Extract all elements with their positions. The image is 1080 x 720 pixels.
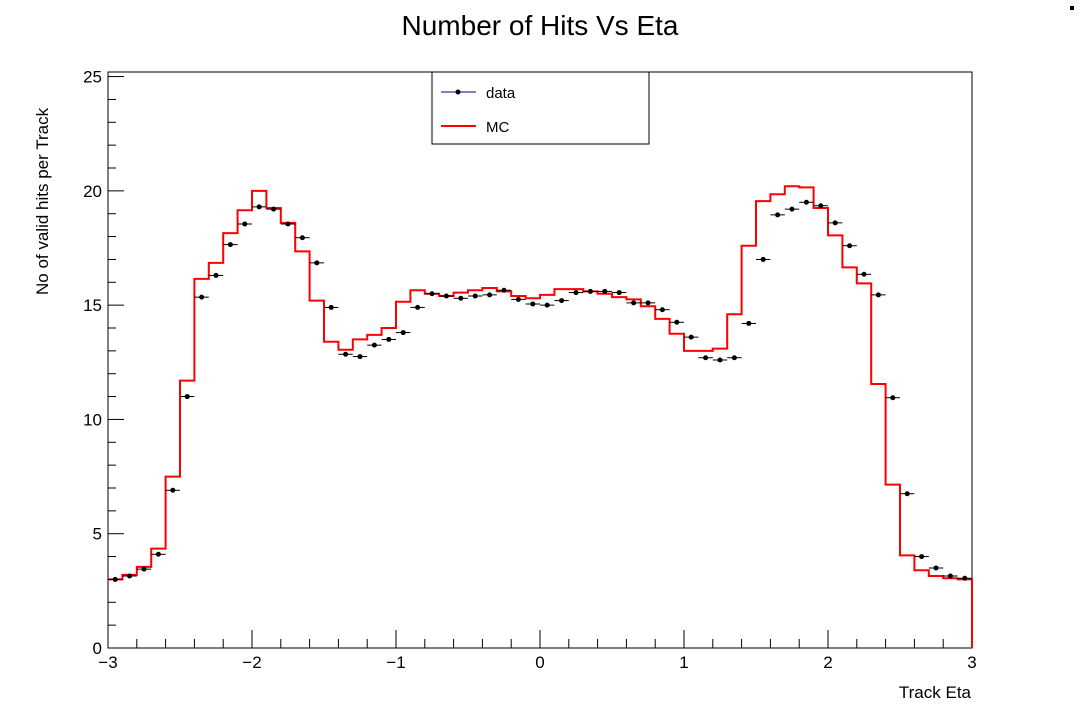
data-point [501, 287, 507, 293]
data-point [904, 491, 910, 497]
y-tick-label: 10 [83, 410, 102, 429]
data-point [587, 288, 593, 294]
x-tick-label: 3 [967, 653, 976, 672]
data-point [645, 300, 651, 306]
data-point [256, 204, 262, 210]
legend: data MC [431, 71, 650, 145]
data-point [703, 355, 709, 361]
data-point [544, 302, 550, 308]
data-point [818, 203, 824, 209]
data-point [415, 304, 421, 310]
data-point [443, 293, 449, 299]
data-point [573, 290, 579, 296]
y-tick-label: 25 [83, 68, 102, 87]
x-tick-label: −3 [98, 653, 117, 672]
legend-data-marker [455, 89, 461, 95]
data-point [170, 487, 176, 493]
data-series [108, 199, 972, 582]
y-axis: 0 5 10 15 20 25 [83, 68, 124, 658]
x-tick-label: −1 [386, 653, 405, 672]
x-tick-label: 2 [823, 653, 832, 672]
data-point [847, 243, 853, 249]
data-point [227, 242, 233, 248]
data-point [789, 206, 795, 212]
data-point [803, 199, 809, 205]
x-tick-label: 0 [535, 653, 544, 672]
data-point [242, 221, 248, 227]
data-point [775, 212, 781, 218]
data-point [861, 271, 867, 277]
mc-step-line [108, 185, 973, 648]
data-point [746, 320, 752, 326]
data-point [400, 330, 406, 336]
data-point [688, 334, 694, 340]
y-axis-label: No of valid hits per Track [33, 107, 52, 295]
data-point [199, 294, 205, 300]
y-tick-label: 15 [83, 296, 102, 315]
data-point [343, 351, 349, 357]
data-point [184, 394, 190, 400]
plot-frame [107, 71, 973, 649]
data-point [832, 220, 838, 226]
data-point [602, 288, 608, 294]
x-axis-label: Track Eta [899, 683, 972, 702]
data-point [631, 300, 637, 306]
data-point [487, 292, 493, 298]
x-tick-label: −2 [242, 653, 261, 672]
data-point [530, 301, 536, 307]
corner-marker [1070, 6, 1074, 10]
data-point [429, 291, 435, 297]
data-point [155, 551, 161, 557]
y-tick-label: 0 [93, 639, 102, 658]
data-point [515, 296, 521, 302]
data-point [314, 260, 320, 266]
data-point [962, 575, 968, 581]
data-point [386, 336, 392, 342]
data-point [760, 256, 766, 262]
data-point [933, 565, 939, 571]
data-point [328, 304, 334, 310]
data-point [285, 221, 291, 227]
data-point [141, 566, 147, 572]
data-point [127, 573, 133, 579]
legend-mc-label: MC [486, 119, 509, 136]
data-point [213, 272, 219, 278]
data-point [890, 395, 896, 401]
data-point [674, 319, 680, 325]
data-point [357, 354, 363, 360]
legend-box [431, 71, 650, 145]
data-point [616, 290, 622, 296]
data-point [947, 573, 953, 579]
y-tick-label: 20 [83, 182, 102, 201]
x-axis: −3 −2 −1 0 1 2 3 [98, 630, 977, 672]
data-point [472, 293, 478, 299]
data-point [371, 342, 377, 348]
data-point [731, 355, 737, 361]
data-point [659, 307, 665, 313]
data-point [919, 554, 925, 560]
data-point [299, 235, 305, 241]
mc-series [108, 185, 973, 648]
data-point [875, 292, 881, 298]
y-tick-label: 5 [93, 525, 102, 544]
data-point [458, 295, 464, 301]
data-point [717, 357, 723, 363]
data-point [271, 206, 277, 212]
chart-title: Number of Hits Vs Eta [402, 10, 679, 41]
data-point [112, 576, 118, 582]
x-tick-label: 1 [679, 653, 688, 672]
legend-data-label: data [486, 85, 516, 102]
data-point [559, 298, 565, 304]
